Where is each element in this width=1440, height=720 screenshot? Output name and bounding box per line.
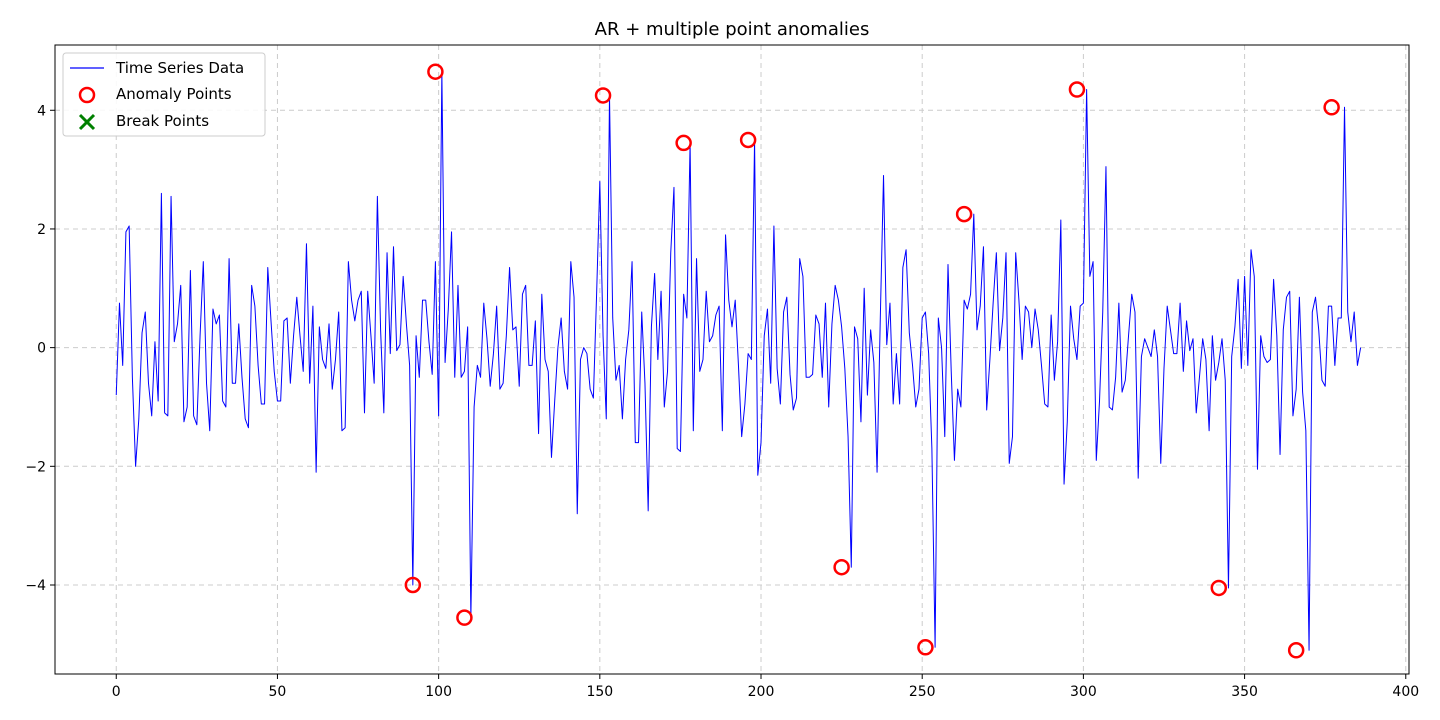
axes: 0 50 100 150 200 250 300 350 400 −4 −2 0 2 4 [25,103,1419,700]
grid [55,45,1409,674]
y-tick-label: 4 [37,103,46,119]
anomaly-point [1068,81,1086,98]
legend-circle-swatch [78,86,96,104]
anomaly-point [675,134,692,152]
anomaly-point [833,558,850,576]
anomaly-point [456,609,473,626]
x-tick-label: 350 [1231,684,1258,700]
x-tick-label: 250 [909,684,936,700]
x-tick-label: 400 [1392,684,1419,700]
y-tick-label: −4 [25,578,46,594]
chart-title: AR + multiple point anomalies [595,19,870,40]
anomaly-point [1287,642,1305,659]
time-series-line [115,71,1362,651]
x-tick-label: 0 [112,684,121,700]
anomaly-point [1210,579,1228,597]
x-tick-label: 50 [269,684,287,700]
legend-label-break-points: Break Points [116,112,209,130]
legend: Time Series Data Anomaly Points Break Po… [62,52,266,137]
anomaly-point [427,63,444,80]
y-tick-label: 2 [37,222,46,238]
series-line-layer [115,71,1362,651]
plot-frame [54,44,1410,675]
y-tick-label: −2 [25,459,46,475]
x-tick-label: 100 [425,684,452,700]
x-tick-label: 150 [586,684,613,700]
anomaly-point [917,639,934,656]
legend-label-anomaly-points: Anomaly Points [116,85,232,103]
anomaly-point [739,131,757,149]
y-tick-label: 0 [37,341,46,357]
x-tick-label: 200 [748,684,775,700]
anomaly-points-layer [404,63,1340,659]
legend-x-swatch [78,113,96,131]
anomaly-point [404,576,422,594]
legend-box [62,52,266,137]
legend-label-time-series: Time Series Data [115,59,244,77]
anomaly-point [1323,99,1340,116]
anomaly-point [955,205,973,223]
anomaly-point [594,87,612,104]
x-tick-label: 300 [1070,684,1097,700]
